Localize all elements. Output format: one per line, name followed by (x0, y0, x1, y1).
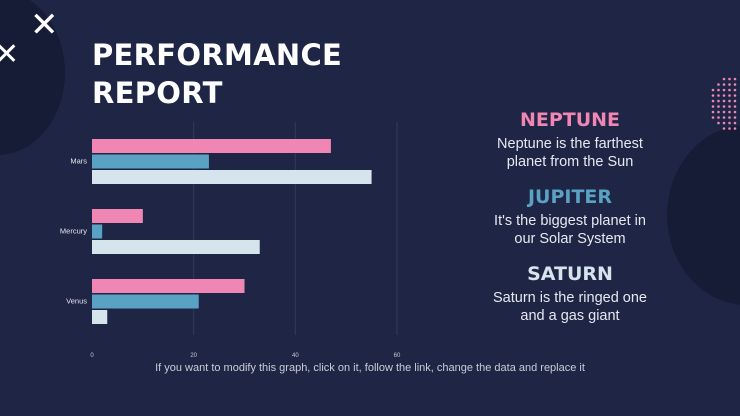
page-title-line2: REPORT (92, 76, 223, 110)
bar-venus-series-2 (92, 294, 199, 309)
category-label-mars: Mars (70, 157, 87, 166)
decor-cross-icon: ✕ (30, 5, 59, 45)
bar-venus-series-1 (92, 279, 245, 293)
panel-text-saturn-line2: and a gas giant (520, 308, 620, 324)
x-tick-label-40: 40 (292, 353, 299, 359)
panel-text-saturn: Saturn is the ringed one and a gas giant (430, 289, 710, 325)
bar-venus-series-3 (92, 310, 108, 324)
panel-text-jupiter: It's the biggest planet in our Solar Sys… (430, 212, 710, 248)
panel-text-neptune-line2: planet from the Sun (506, 154, 634, 170)
panel-text-saturn-line1: Saturn is the ringed one (493, 290, 647, 306)
info-panel-jupiter: JUPITER It's the biggest planet in our S… (430, 186, 710, 248)
panel-heading-saturn: SATURN (527, 263, 613, 285)
category-label-venus: Venus (66, 297, 87, 306)
x-tick-label-0: 0 (90, 353, 94, 359)
x-tick-label-20: 20 (190, 353, 197, 359)
info-panel-neptune: NEPTUNE Neptune is the farthest planet f… (430, 109, 710, 171)
panel-heading-neptune: NEPTUNE (519, 109, 621, 131)
page-title-line1: PERFORMANCE (92, 38, 343, 72)
bar-mercury-series-3 (92, 240, 260, 254)
panel-text-neptune-line1: Neptune is the farthest (497, 136, 643, 152)
page-title: PERFORMANCE REPORT (92, 36, 342, 112)
panel-text-jupiter-line1: It's the biggest planet in (494, 213, 646, 229)
panel-heading-jupiter: JUPITER (527, 186, 613, 208)
category-label-mercury: Mercury (60, 227, 87, 236)
bar-mars-series-2 (92, 154, 209, 169)
decor-cross-icon-small: ✕ (0, 37, 20, 72)
bar-mars-series-1 (92, 139, 331, 153)
panel-text-neptune: Neptune is the farthest planet from the … (430, 135, 710, 171)
bar-mars-series-3 (92, 170, 372, 184)
info-panel-saturn: SATURN Saturn is the ringed one and a ga… (430, 263, 710, 325)
panel-text-jupiter-line2: our Solar System (514, 231, 626, 247)
bar-mercury-series-2 (92, 224, 103, 239)
footer-note: If you want to modify this graph, click … (155, 362, 585, 374)
bar-mercury-series-1 (92, 209, 143, 223)
x-tick-label-60: 60 (394, 353, 401, 359)
